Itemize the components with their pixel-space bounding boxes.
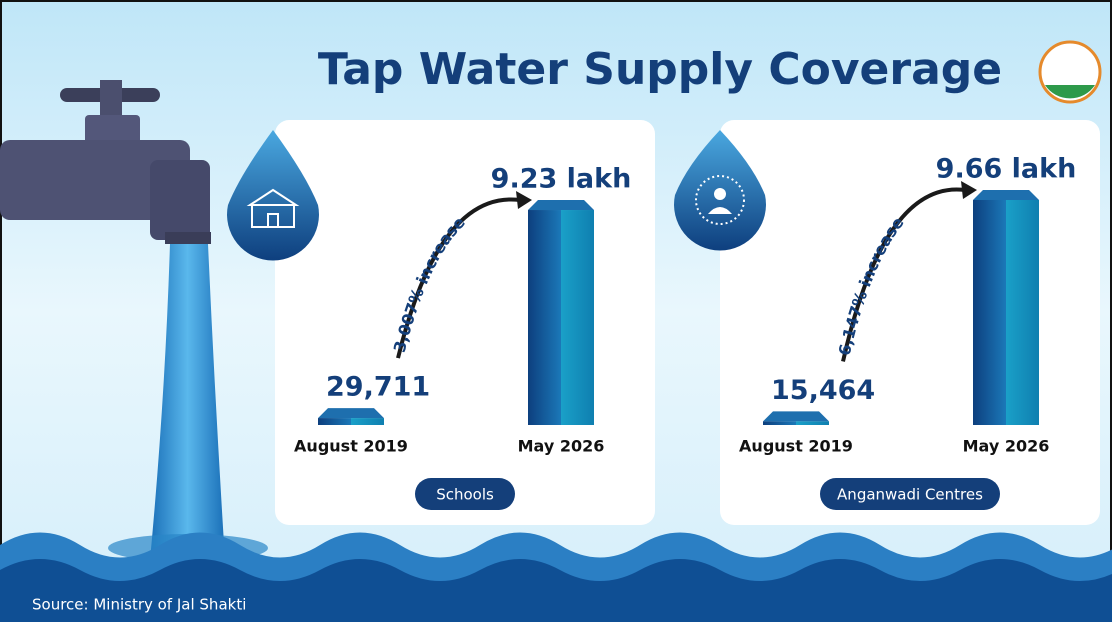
value-label: 9.66 lakh [936,154,1077,185]
logo [1038,40,1102,104]
bar-top [763,411,829,422]
chart-pill [820,478,1000,510]
chart-pill [415,478,515,510]
faucet [0,80,211,244]
increase-arrow [396,197,521,359]
bar-top [528,200,594,211]
bar-side [796,421,829,425]
bar-side [1006,200,1039,425]
water-stream [150,244,225,560]
source: Source: Ministry of Jal Shakti [32,596,246,614]
bar-side [351,418,384,425]
category-label: May 2026 [963,437,1050,456]
bar-side [561,210,594,425]
chart-title: Schools [436,486,494,504]
bar [318,418,351,425]
chart-title: Anganwadi Centres [837,486,983,504]
arrow-head [516,191,532,210]
value-label: 15,464 [771,375,875,406]
title: Tap Water Supply Coverage [318,44,1002,95]
category-label: August 2019 [294,437,408,456]
school-drop [227,130,319,261]
category-label: August 2019 [739,437,853,456]
value-label: 29,711 [326,372,430,403]
increase-arrow [841,187,966,362]
bar-top [318,408,384,419]
bar [763,421,796,425]
anganwadi-drop [674,130,766,251]
category-label: May 2026 [518,437,605,456]
bar [528,210,561,425]
bar [973,200,1006,425]
arrow-head [961,181,977,199]
wave [0,559,1112,622]
value-label: 9.23 lakh [491,164,632,195]
bar-top [973,190,1039,200]
